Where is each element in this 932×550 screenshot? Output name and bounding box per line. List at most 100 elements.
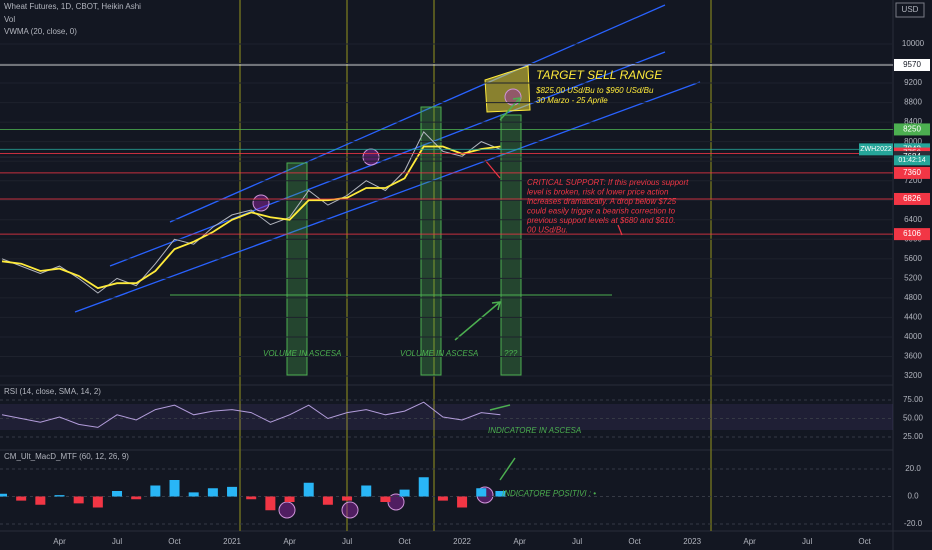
histogram-bar	[92, 496, 103, 508]
x-tick-label: Jul	[112, 537, 122, 546]
volume-boxes	[286, 106, 522, 376]
price-tag-label: 6826	[903, 194, 921, 203]
histogram-bar	[188, 492, 199, 497]
histogram-bar	[265, 496, 276, 511]
vertical-markers	[239, 0, 712, 531]
y-tick-label: 3200	[904, 371, 922, 380]
x-tick-label: Jul	[802, 537, 812, 546]
histogram-bar	[303, 482, 314, 497]
x-tick-label: Apr	[53, 537, 66, 546]
y-tick-label: 4400	[904, 313, 922, 322]
y-tick-label: 4800	[904, 293, 922, 302]
volume-note: VOLUME IN ASCESA	[400, 349, 478, 358]
macd-label: CM_Ult_MacD_MTF (60, 12, 26, 9)	[4, 452, 129, 461]
histogram-bar	[207, 488, 218, 497]
y-tick-label: 25.00	[903, 432, 924, 441]
volume-note: VOLUME IN ASCESA	[263, 349, 341, 358]
x-tick-label: 2021	[223, 537, 241, 546]
y-tick-label: 4000	[904, 332, 922, 341]
volume-label: Vol	[4, 15, 15, 24]
critical-support-line: level is broken, risk of lower price act…	[527, 188, 669, 197]
y-tick-label: 10000	[902, 39, 925, 48]
price-tag	[894, 123, 930, 136]
histogram-bar	[361, 485, 372, 497]
y-tick-label: 9200	[904, 78, 922, 87]
histogram-bar	[246, 496, 257, 500]
y-tick-label: -20.0	[904, 519, 923, 528]
y-tick-label: 8800	[904, 98, 922, 107]
macd-note: INDICATORE POSITIVI : •	[502, 489, 596, 498]
y-tick-label: 20.0	[905, 464, 921, 473]
critical-support-line: previous support levels at $680 and $610…	[526, 216, 676, 225]
histogram-bar	[457, 496, 468, 508]
histogram-bar	[284, 496, 295, 502]
arrows	[454, 97, 521, 481]
histogram-bar	[73, 496, 84, 504]
y-tick-label: 8000	[904, 137, 922, 146]
target-range: $825.00 USd/Bu to $960 USd/Bu	[535, 86, 654, 95]
histogram-bar	[150, 485, 161, 497]
y-tick-label: 7200	[904, 176, 922, 185]
x-tick-label: Jul	[342, 537, 352, 546]
y-tick-label: 8400	[904, 117, 922, 126]
y-tick-label: 3600	[904, 352, 922, 361]
histogram-bar	[476, 488, 487, 497]
y-tick-label: 0.0	[907, 492, 919, 501]
histogram-bar	[131, 496, 142, 500]
price-tag	[894, 58, 930, 71]
chart-title: Wheat Futures, 1D, CBOT, Heikin Ashi	[4, 2, 141, 11]
histogram-bar	[418, 477, 429, 497]
price-tag	[894, 228, 930, 241]
y-tick-label: 50.00	[903, 414, 924, 423]
price-tag	[894, 166, 930, 179]
price-tag-label: 9570	[903, 60, 921, 69]
x-tick-label: 2022	[453, 537, 471, 546]
question: ???	[504, 349, 518, 358]
x-tick-label: Oct	[628, 537, 641, 546]
y-tick-label: 6400	[904, 215, 922, 224]
rsi-band	[0, 404, 893, 430]
price-tag	[894, 192, 930, 205]
critical-support-line: could easily trigger a bearish correctio…	[527, 207, 676, 216]
currency-box[interactable]	[895, 2, 925, 18]
target-box	[484, 65, 531, 113]
rsi-note: INDICATORE IN ASCESA	[488, 426, 581, 435]
series-line	[1, 131, 501, 294]
red-arrows	[484, 159, 623, 236]
critical-support-line: CRITICAL SUPPORT: If this previous suppo…	[527, 178, 689, 187]
histogram-bar	[380, 496, 391, 502]
histogram-bar	[112, 491, 123, 497]
symbol-tag	[859, 143, 893, 156]
countdown: 01:42:14	[898, 157, 925, 164]
x-tick-label: 2023	[683, 537, 701, 546]
price-tag-label: 6106	[903, 229, 921, 238]
y-tick-label: 75.00	[903, 395, 924, 404]
histogram-bar	[35, 496, 46, 505]
histogram-bar	[437, 496, 448, 501]
series-line	[1, 401, 501, 428]
rsi-label: RSI (14, close, SMA, 14, 2)	[4, 387, 101, 396]
histogram-bar	[495, 491, 506, 497]
histogram-bar	[16, 496, 27, 501]
x-tick-label: Apr	[513, 537, 526, 546]
price-channel	[74, 4, 701, 313]
vwma-label: VWMA (20, close, 0)	[4, 27, 77, 36]
x-tick-label: Apr	[743, 537, 756, 546]
symbol-name: ZWH2022	[860, 146, 892, 153]
x-tick-label: Apr	[283, 537, 296, 546]
countdown-box	[894, 155, 930, 166]
y-tick-label: 5600	[904, 254, 922, 263]
histogram-bar	[399, 489, 410, 497]
x-tick-label: Jul	[572, 537, 582, 546]
histogram-bar	[0, 493, 7, 497]
critical-support: CRITICAL SUPPORT: If this previous suppo…	[526, 178, 689, 235]
critical-support-line: 00 USd/Bu.	[527, 226, 568, 235]
x-tick-label: Oct	[398, 537, 411, 546]
critical-support-line: increases dramatically. A drop below $72…	[527, 197, 677, 206]
target-dates: 30 Marzo - 25 Aprile	[536, 96, 608, 105]
data-layer: 3200360040004400480052005600600064006800…	[0, 39, 930, 546]
target-title: TARGET SELL RANGE	[536, 68, 663, 82]
currency[interactable]: USD	[902, 5, 919, 14]
